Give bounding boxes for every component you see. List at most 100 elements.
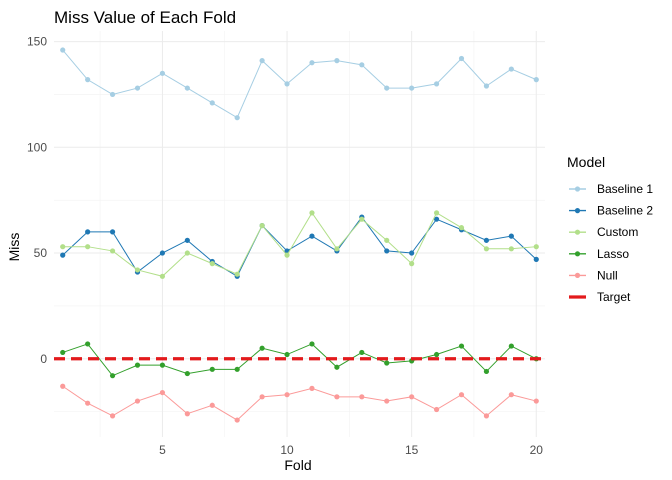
point-lasso (433, 351, 440, 358)
point-baseline-1 (134, 85, 141, 91)
point-null (134, 398, 141, 404)
series-layer (54, 47, 545, 423)
legend-label-baseline-2: Baseline 2 (597, 204, 653, 218)
x-tick-label: 20 (530, 443, 544, 457)
point-baseline-1 (334, 58, 340, 64)
y-tick-label: 0 (40, 352, 47, 366)
y-tick-label: 50 (34, 246, 48, 260)
point-baseline-1 (359, 62, 365, 68)
point-null (184, 411, 190, 417)
point-baseline-2 (433, 216, 440, 222)
point-custom (359, 216, 365, 222)
legend-item-null: Null (569, 268, 618, 282)
y-axis-label: Miss (6, 233, 22, 262)
legend-label-baseline-1: Baseline 1 (597, 182, 653, 196)
series-line-null (62, 385, 537, 421)
series-line-custom (62, 211, 537, 277)
point-lasso (209, 366, 215, 372)
point-baseline-1 (259, 58, 265, 64)
legend-label-target: Target (597, 290, 631, 304)
point-baseline-1 (533, 77, 539, 83)
point-baseline-1 (483, 83, 490, 89)
point-lasso (309, 341, 315, 347)
point-baseline-2 (508, 233, 514, 239)
legend-key-point-null (574, 272, 581, 278)
legend-key-point-baseline-2 (574, 208, 581, 214)
point-baseline-2 (533, 256, 539, 262)
point-lasso (184, 370, 190, 377)
point-baseline-1 (60, 47, 66, 53)
point-custom (483, 246, 490, 252)
point-baseline-1 (284, 81, 290, 87)
point-null (334, 394, 340, 400)
point-null (533, 398, 539, 404)
point-lasso (234, 366, 240, 372)
series-baseline-2 (60, 214, 539, 279)
x-tick-label: 5 (159, 443, 166, 457)
series-baseline-1 (60, 47, 539, 121)
point-baseline-2 (159, 250, 166, 256)
point-custom (85, 244, 91, 250)
point-baseline-1 (458, 55, 465, 62)
point-lasso (159, 362, 166, 368)
point-lasso (85, 341, 91, 347)
point-baseline-1 (433, 81, 440, 87)
point-baseline-1 (309, 60, 315, 66)
point-baseline-1 (209, 100, 215, 106)
point-baseline-1 (384, 85, 390, 91)
series-lasso (60, 341, 539, 379)
point-custom (384, 237, 390, 243)
series-line-baseline-2 (62, 216, 537, 277)
legend-title: Model (567, 154, 605, 170)
point-null (159, 389, 166, 396)
point-custom (309, 210, 315, 216)
legend-item-lasso: Lasso (569, 247, 629, 261)
legend-item-target: Target (569, 290, 631, 304)
point-baseline-2 (384, 248, 390, 254)
point-baseline-2 (109, 229, 116, 235)
point-lasso (109, 373, 116, 379)
point-baseline-1 (159, 70, 166, 76)
point-lasso (508, 343, 514, 349)
point-lasso (284, 351, 290, 358)
point-custom (433, 210, 440, 216)
point-null (409, 394, 415, 400)
point-baseline-1 (85, 77, 91, 83)
y-tick-label: 150 (27, 35, 47, 49)
legend-item-custom: Custom (569, 225, 638, 239)
point-custom (209, 261, 215, 267)
point-baseline-1 (508, 66, 514, 72)
legend-label-null: Null (597, 268, 618, 282)
point-baseline-1 (184, 85, 190, 91)
point-null (109, 413, 116, 419)
x-axis-label: Fold (284, 457, 311, 473)
point-custom (533, 244, 539, 250)
point-null (259, 394, 265, 400)
point-baseline-1 (234, 115, 240, 121)
point-custom (184, 250, 190, 256)
tick-labels: 5 10 15 20 0 50 100 150 (27, 35, 543, 457)
point-lasso (259, 345, 265, 351)
point-baseline-1 (109, 91, 116, 98)
point-null (234, 417, 240, 423)
point-null (284, 392, 290, 398)
point-lasso (134, 362, 141, 368)
series-null (60, 383, 539, 423)
x-tick-label: 15 (405, 443, 419, 457)
legend-item-baseline-1: Baseline 1 (569, 182, 653, 196)
x-tick-label: 10 (280, 443, 294, 457)
point-baseline-1 (409, 85, 415, 91)
point-lasso (384, 360, 390, 366)
y-tick-label: 100 (27, 140, 47, 154)
legend-label-lasso: Lasso (597, 247, 629, 261)
legend-key-point-custom (574, 229, 581, 235)
point-lasso (483, 368, 490, 375)
point-custom (109, 248, 116, 254)
point-null (209, 402, 215, 408)
legend-key-point-lasso (574, 251, 581, 257)
point-baseline-2 (60, 252, 66, 258)
point-null (60, 383, 66, 389)
series-custom (60, 210, 539, 279)
point-lasso (334, 364, 340, 370)
